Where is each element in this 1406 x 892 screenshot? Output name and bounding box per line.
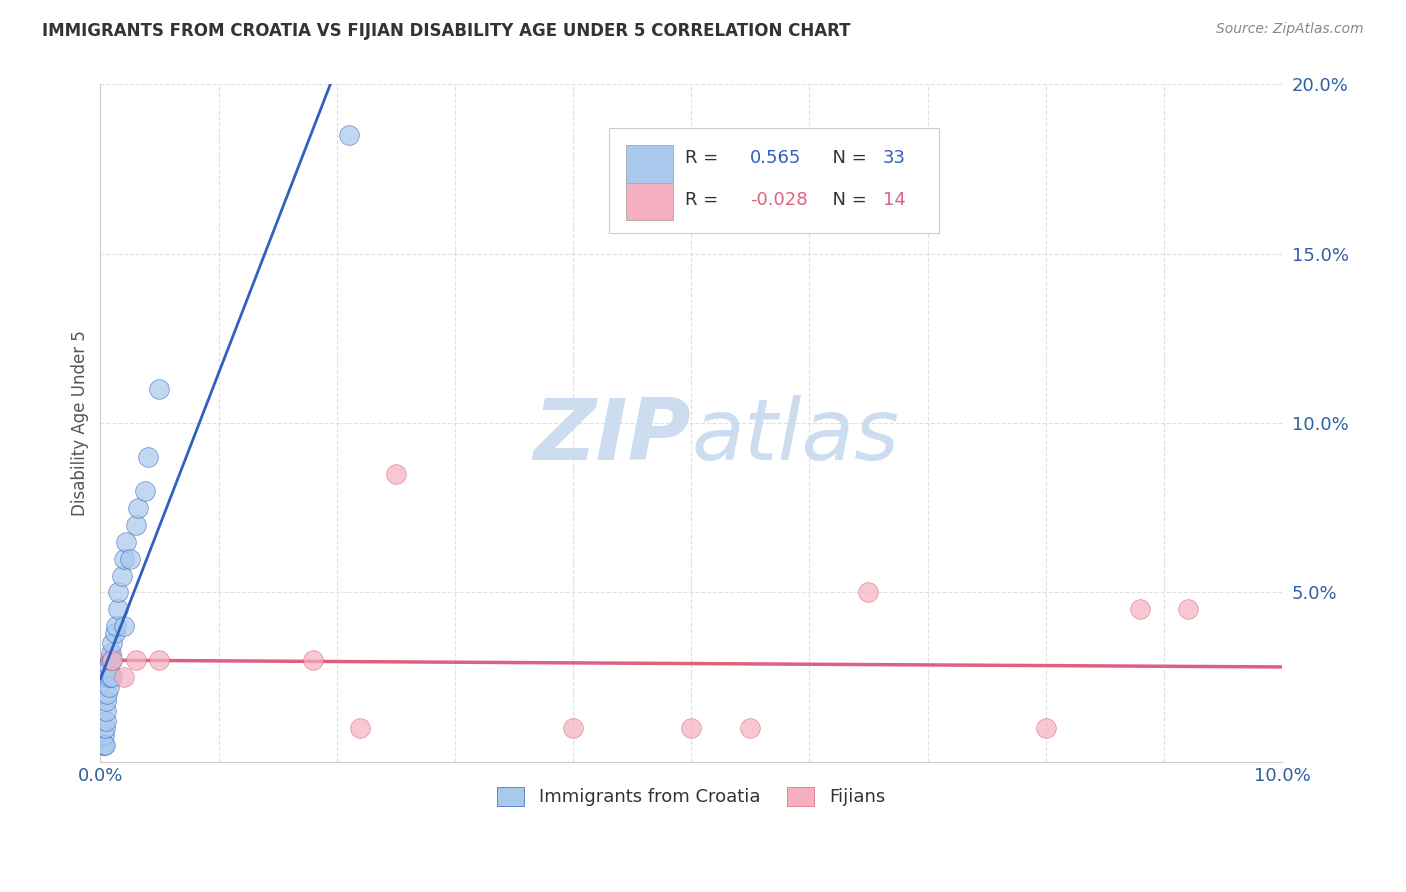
Point	[112, 619, 135, 633]
Point	[1035, 721, 1057, 735]
Point	[100, 647, 122, 661]
Text: Source: ZipAtlas.com: Source: ZipAtlas.com	[1216, 22, 1364, 37]
Point	[93, 728, 115, 742]
Point	[148, 653, 170, 667]
Point	[107, 585, 129, 599]
Point	[112, 670, 135, 684]
Text: 14: 14	[883, 191, 905, 209]
FancyBboxPatch shape	[609, 128, 939, 234]
Point	[96, 694, 118, 708]
Point	[337, 128, 360, 143]
Point	[91, 738, 114, 752]
Point	[101, 636, 124, 650]
Point	[112, 551, 135, 566]
Legend: Immigrants from Croatia, Fijians: Immigrants from Croatia, Fijians	[491, 780, 893, 814]
Point	[562, 721, 585, 735]
FancyBboxPatch shape	[626, 183, 673, 220]
FancyBboxPatch shape	[626, 145, 673, 183]
Text: N =: N =	[821, 191, 873, 209]
Point	[96, 714, 118, 728]
Point	[104, 619, 127, 633]
Point	[136, 450, 159, 464]
Point	[858, 585, 880, 599]
Point	[103, 626, 125, 640]
Point	[115, 534, 138, 549]
Point	[96, 704, 118, 718]
Text: 33: 33	[883, 149, 905, 167]
Point	[118, 551, 141, 566]
Text: atlas: atlas	[692, 395, 900, 478]
Point	[681, 721, 703, 735]
Text: -0.028: -0.028	[751, 191, 808, 209]
Point	[1129, 602, 1152, 616]
Point	[125, 517, 148, 532]
Point	[107, 602, 129, 616]
Point	[302, 653, 325, 667]
Text: N =: N =	[821, 149, 873, 167]
Point	[148, 382, 170, 396]
Text: 0.565: 0.565	[751, 149, 801, 167]
Point	[97, 660, 120, 674]
Point	[125, 653, 148, 667]
Point	[101, 653, 124, 667]
Text: R =: R =	[685, 149, 724, 167]
Point	[93, 738, 115, 752]
Text: ZIP: ZIP	[534, 395, 692, 478]
Point	[349, 721, 371, 735]
Point	[384, 467, 406, 481]
Point	[101, 653, 124, 667]
Point	[94, 738, 117, 752]
Point	[101, 670, 124, 684]
Point	[96, 687, 118, 701]
Point	[97, 680, 120, 694]
Y-axis label: Disability Age Under 5: Disability Age Under 5	[72, 330, 89, 516]
Point	[94, 721, 117, 735]
Text: IMMIGRANTS FROM CROATIA VS FIJIAN DISABILITY AGE UNDER 5 CORRELATION CHART: IMMIGRANTS FROM CROATIA VS FIJIAN DISABI…	[42, 22, 851, 40]
Point	[134, 483, 156, 498]
Point	[1177, 602, 1199, 616]
Point	[111, 568, 134, 582]
Point	[98, 653, 121, 667]
Point	[127, 500, 149, 515]
Text: R =: R =	[685, 191, 724, 209]
Point	[98, 670, 121, 684]
Point	[740, 721, 762, 735]
Point	[96, 670, 118, 684]
